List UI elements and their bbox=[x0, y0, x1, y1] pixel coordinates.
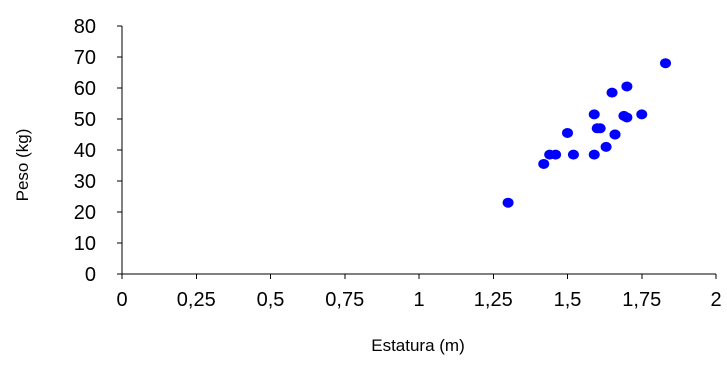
x-axis-title: Estatura (m) bbox=[371, 336, 465, 355]
data-point bbox=[609, 129, 621, 140]
data-point bbox=[621, 81, 633, 92]
y-tick-label: 40 bbox=[74, 140, 96, 162]
data-point bbox=[600, 141, 612, 152]
x-tick-label: 0,25 bbox=[177, 289, 216, 311]
y-tick-label: 60 bbox=[74, 78, 96, 100]
x-tick-label: 1,25 bbox=[474, 289, 513, 311]
x-tick-label: 1 bbox=[413, 289, 424, 311]
x-tick-label: 1,5 bbox=[554, 289, 582, 311]
y-tick-label: 10 bbox=[74, 233, 96, 255]
data-point bbox=[636, 109, 648, 120]
x-tick-label: 0 bbox=[116, 289, 127, 311]
y-tick-label: 70 bbox=[74, 47, 96, 69]
y-axis-title: Peso (kg) bbox=[13, 129, 32, 202]
data-point bbox=[538, 158, 550, 169]
y-tick-label: 20 bbox=[74, 202, 96, 224]
y-tick-label: 50 bbox=[74, 109, 96, 131]
data-point bbox=[550, 149, 562, 160]
data-point bbox=[588, 109, 600, 120]
data-point bbox=[562, 127, 573, 138]
data-point bbox=[502, 197, 514, 208]
y-tick-label: 0 bbox=[85, 264, 96, 286]
data-point bbox=[567, 149, 579, 160]
data-point bbox=[621, 112, 633, 123]
y-tick-label: 30 bbox=[74, 171, 96, 193]
x-tick-label: 0,5 bbox=[257, 289, 285, 311]
x-tick-label: 1,75 bbox=[622, 289, 661, 311]
data-point bbox=[588, 149, 600, 160]
y-tick-label: 80 bbox=[74, 16, 96, 38]
plot-area: 0 10 20 30 40 50 60 70 80 0 0,25 0,5 0,75 1 1,25 1,5 1,7… bbox=[74, 16, 722, 311]
data-point bbox=[594, 123, 606, 134]
x-tick-label: 2 bbox=[710, 289, 721, 311]
data-point bbox=[606, 87, 618, 98]
data-point bbox=[660, 58, 672, 69]
x-tick-label: 0,75 bbox=[325, 289, 364, 311]
